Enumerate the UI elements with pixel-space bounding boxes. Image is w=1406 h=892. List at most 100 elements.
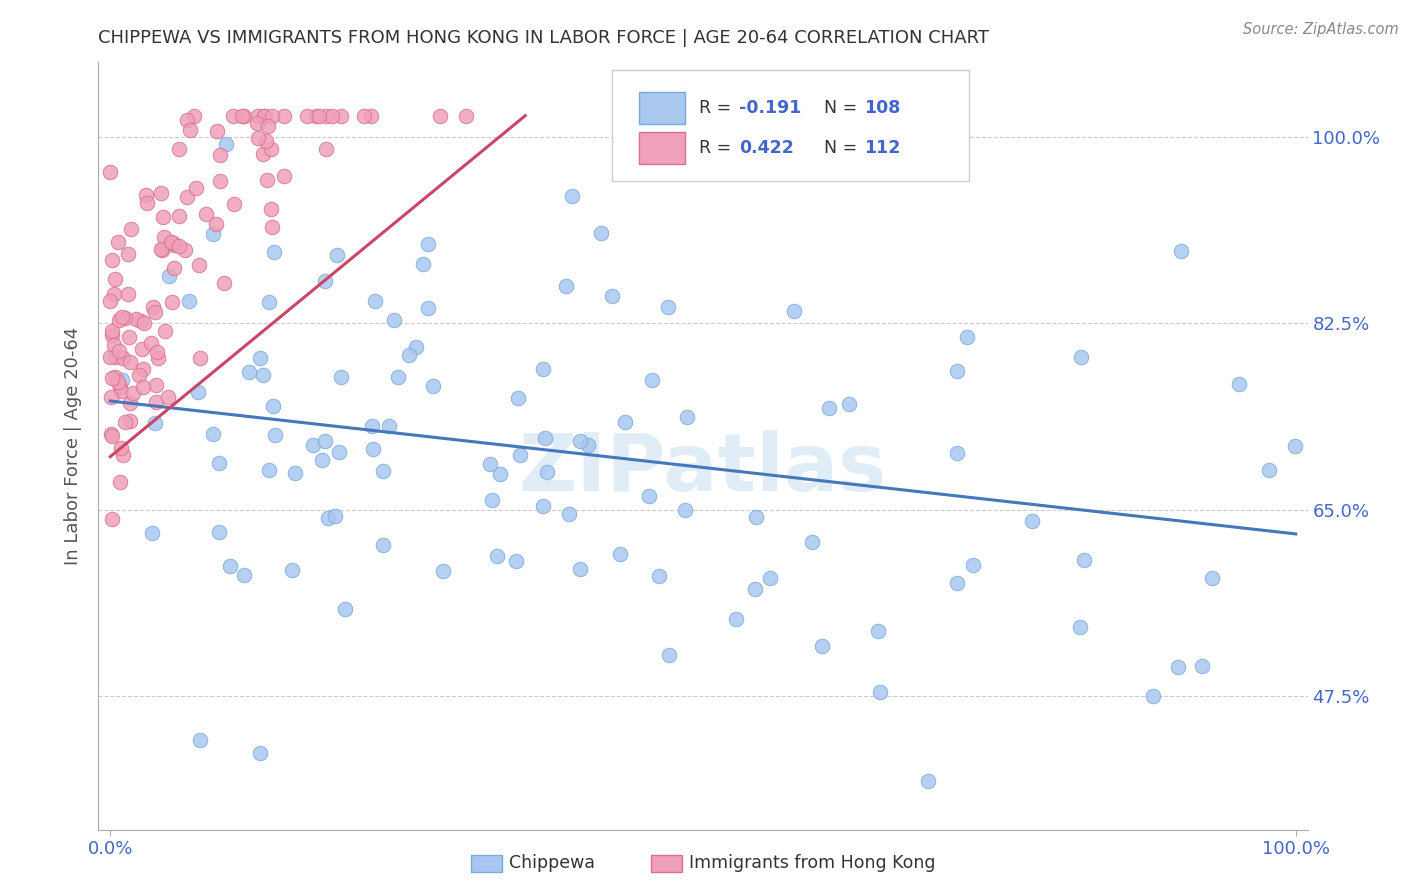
Point [956,330,979,344]
Point [260,219,283,234]
Text: CHIPPEWA VS IMMIGRANTS FROM HONG KONG IN LABOR FORCE | AGE 20-64 CORRELATION CHA: CHIPPEWA VS IMMIGRANTS FROM HONG KONG IN… [98,29,990,47]
Point [160,235,183,250]
Point [1167,659,1189,673]
Point [195,207,218,221]
Point [481,493,503,508]
Point [838,397,860,411]
Point [506,392,529,406]
Point [187,385,209,400]
Point [561,189,583,203]
Point [207,124,229,138]
Point [104,350,127,364]
Point [360,109,382,123]
Point [1170,244,1192,259]
Point [361,418,384,433]
Point [176,190,198,204]
Point [153,230,176,244]
Text: 112: 112 [863,139,900,157]
Point [143,305,166,319]
Point [262,109,284,123]
Point [141,525,163,540]
Point [207,457,229,471]
Text: R =: R = [699,139,737,157]
Point [101,252,124,267]
Point [1142,689,1164,703]
Point [330,109,353,123]
Point [280,563,302,577]
Point [308,109,330,123]
Point [120,222,142,236]
Point [205,217,228,231]
Point [120,414,142,428]
Point [724,612,747,626]
Point [125,311,148,326]
Point [98,293,121,308]
Point [533,431,555,445]
Point [202,426,225,441]
Point [945,364,967,378]
Point [256,173,278,187]
Point [207,524,229,539]
Point [489,467,512,482]
Point [382,313,405,327]
Point [107,235,129,249]
FancyBboxPatch shape [613,70,969,181]
Point [657,300,679,314]
Point [418,237,440,252]
Point [100,328,122,343]
Point [314,434,336,449]
Point [353,109,375,123]
Point [224,197,246,211]
Point [1201,571,1223,585]
Point [315,109,337,123]
Text: R =: R = [699,99,737,117]
Point [422,379,444,393]
Point [800,535,823,549]
Point [745,510,768,524]
FancyBboxPatch shape [638,92,685,124]
Point [412,258,434,272]
Point [186,181,208,195]
Point [247,131,270,145]
Point [145,378,167,392]
Point [146,345,169,359]
Point [744,582,766,596]
Point [247,109,270,123]
Point [945,446,967,460]
Point [576,438,599,452]
Point [238,366,260,380]
Point [1191,659,1213,673]
Point [135,188,157,202]
Point [118,396,141,410]
Point [531,499,554,513]
Point [1227,376,1250,391]
Point [101,512,124,526]
Point [103,338,125,352]
Point [150,242,173,256]
Text: Chippewa: Chippewa [509,855,595,872]
Point [326,248,349,262]
Point [111,374,134,388]
Point [378,418,401,433]
Point [600,289,623,303]
Point [569,434,592,448]
Point [1073,552,1095,566]
Point [398,347,420,361]
Text: N =: N = [824,139,863,157]
Point [188,258,211,272]
Point [311,453,333,467]
Point [869,685,891,699]
Point [252,368,274,383]
Point [329,370,352,384]
Point [253,109,276,123]
Point [658,648,681,662]
Point [148,351,170,366]
Point [132,380,155,394]
Point [153,324,176,338]
Point [855,144,877,158]
Point [818,401,841,415]
Text: N =: N = [824,99,863,117]
Point [252,147,274,161]
Point [558,507,581,521]
Point [167,239,190,253]
